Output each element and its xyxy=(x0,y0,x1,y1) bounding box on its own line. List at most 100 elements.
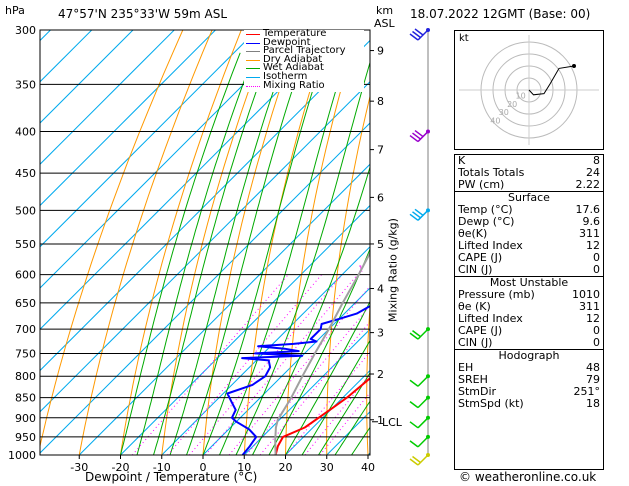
section-title: Most Unstable xyxy=(455,276,603,289)
index-row: θe(K) 311 xyxy=(455,228,603,240)
legend-label: Dewpoint xyxy=(263,36,311,48)
index-row: Pressure (mb) 1010 xyxy=(455,289,603,301)
hodograph-panel: 10 20 30 40 kt xyxy=(454,30,604,150)
legend-item: Dry Adiabat xyxy=(244,54,364,65)
parcel-profile-line xyxy=(274,250,370,455)
index-label: Lifted Index xyxy=(458,312,523,325)
legend-swatch xyxy=(246,42,260,44)
index-value: 12 xyxy=(586,239,600,252)
isotherm-line xyxy=(243,328,370,455)
index-value: 48 xyxy=(586,361,600,374)
index-row: θe (K) 311 xyxy=(455,301,603,313)
legend-swatch xyxy=(246,68,260,70)
isotherm-line xyxy=(40,122,370,454)
index-row: EH 48 xyxy=(455,362,603,374)
legend-swatch xyxy=(246,51,260,53)
pressure-unit-label: hPa xyxy=(5,4,25,17)
pressure-tick-label: 600 xyxy=(15,269,36,282)
dry-adiabat-line xyxy=(406,30,446,455)
legend-label: Temperature xyxy=(263,28,327,39)
legend-item: Temperature xyxy=(244,28,364,39)
pressure-tick-label: 450 xyxy=(15,167,36,180)
index-value: 0 xyxy=(593,251,600,264)
index-label: StmSpd (kt) xyxy=(458,397,524,410)
altitude-tick-label: 1 xyxy=(377,414,384,427)
pressure-tick-label: 300 xyxy=(15,24,36,37)
dry-adiabat-line xyxy=(366,301,370,455)
temperature-tick-label: 10 xyxy=(237,461,251,474)
index-row: Dewp (°C) 9.6 xyxy=(455,216,603,228)
temperature-tick-label: -30 xyxy=(70,461,88,474)
index-row: Lifted Index 12 xyxy=(455,240,603,252)
wind-barb xyxy=(409,453,430,466)
index-value: 311 xyxy=(579,300,600,313)
temperature-profile-line xyxy=(274,376,370,455)
hodograph-trace xyxy=(528,65,575,96)
pressure-tick-label: 950 xyxy=(15,431,36,444)
altitude-asl-label: ASL xyxy=(374,17,395,30)
index-row: Totals Totals 24 xyxy=(455,167,603,179)
dry-adiabat-line xyxy=(202,30,301,455)
index-value: 18 xyxy=(586,397,600,410)
altitude-tick-label: 8 xyxy=(377,95,384,108)
plot-frame xyxy=(39,29,371,456)
index-row: Temp (°C) 17.6 xyxy=(455,204,603,216)
index-value: 1010 xyxy=(572,288,600,301)
wet-adiabat-line xyxy=(153,30,279,455)
isotherm-line xyxy=(40,30,258,248)
legend-label: Wet Adiabat xyxy=(263,62,324,74)
dry-adiabat-line xyxy=(120,30,242,455)
altitude-tick-label: 3 xyxy=(377,327,384,340)
isotherm-line xyxy=(40,39,370,372)
pressure-tick-label: 800 xyxy=(15,370,36,383)
hodograph-ring-label: 10 xyxy=(516,91,526,100)
index-value: 311 xyxy=(579,227,600,240)
legend-item: Parcel Trajectory xyxy=(244,45,364,57)
copyright-footer: © weatheronline.co.uk xyxy=(459,470,597,484)
mixing-ratio-value-label: 3 xyxy=(410,265,415,274)
mixing-ratio-line xyxy=(167,274,322,455)
legend-label: Mixing Ratio xyxy=(263,79,325,91)
legend-swatch xyxy=(246,85,260,87)
wet-adiabat-line xyxy=(334,400,370,455)
legend-item: Wet Adiabat xyxy=(244,62,364,74)
pressure-tick-label: 350 xyxy=(15,78,36,91)
index-label: K xyxy=(458,154,466,167)
isotherm-line xyxy=(202,287,370,455)
temperature-tick-label: 30 xyxy=(320,461,334,474)
legend-swatch xyxy=(246,77,260,78)
isotherm-line xyxy=(40,30,216,207)
hodograph-ring-label: 20 xyxy=(507,100,517,109)
wind-barb xyxy=(409,327,430,340)
legend-item: Mixing Ratio xyxy=(244,79,364,91)
chart-legend: Temperature Dewpoint Parcel Trajectory Dry … xyxy=(244,28,364,92)
index-row: CIN (J) 0 xyxy=(455,264,603,277)
wind-barb xyxy=(409,28,430,41)
lcl-label: LCL xyxy=(382,416,403,429)
legend-swatch xyxy=(246,34,260,35)
indices-panel: K 8 Totals Totals 24 PW (cm) 2.22 Surface Temp … xyxy=(454,154,604,470)
wind-barb xyxy=(409,129,430,143)
x-axis-label: Dewpoint / Temperature (°C) xyxy=(85,470,258,484)
temperature-tick-label: -10 xyxy=(153,461,171,474)
temperature-tick-label: 40 xyxy=(361,461,375,474)
hodograph-ring-label: 30 xyxy=(499,108,509,117)
isotherm-line xyxy=(285,369,370,455)
pressure-tick-label: 500 xyxy=(15,204,36,217)
altitude-tick-label: 5 xyxy=(377,238,384,251)
index-label: θe(K) xyxy=(458,227,488,240)
mixing-ratio-axis-label: Mixing Ratio (g/kg) xyxy=(386,218,400,322)
pressure-tick-label: 750 xyxy=(15,347,36,360)
mixing-ratio-value-label: 6 xyxy=(447,265,452,274)
wet-adiabat-line xyxy=(136,30,264,455)
isotherm-line xyxy=(40,30,93,83)
index-label: CAPE (J) xyxy=(458,251,503,264)
altitude-tick-label: 2 xyxy=(377,368,384,381)
index-label: Lifted Index xyxy=(458,239,523,252)
index-value: 24 xyxy=(586,166,600,179)
altitude-tick-label: 6 xyxy=(377,191,384,204)
index-label: PW (cm) xyxy=(458,178,505,191)
legend-label: Parcel Trajectory xyxy=(263,45,346,57)
